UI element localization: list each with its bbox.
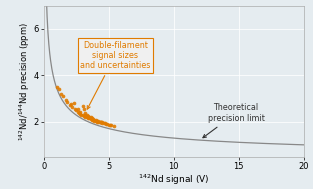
Point xyxy=(90,118,95,121)
Point xyxy=(104,122,109,125)
Point xyxy=(88,115,93,118)
Point xyxy=(74,109,79,112)
Text: Theoretical
precision limit: Theoretical precision limit xyxy=(203,103,264,138)
Point xyxy=(65,101,70,104)
Point xyxy=(64,98,69,101)
Point xyxy=(80,114,85,117)
Point xyxy=(102,122,107,125)
Point xyxy=(91,118,96,121)
Point xyxy=(96,120,101,123)
Point xyxy=(61,95,66,98)
Point xyxy=(97,120,102,123)
Point xyxy=(93,119,98,122)
Point xyxy=(78,110,83,113)
Point xyxy=(79,113,84,116)
Point xyxy=(111,125,116,128)
Point xyxy=(92,118,97,121)
Point xyxy=(78,112,83,115)
Point xyxy=(85,116,90,119)
Point xyxy=(88,118,93,121)
Point xyxy=(82,115,87,118)
Point xyxy=(83,115,88,118)
Point xyxy=(105,123,110,126)
Point xyxy=(91,119,96,122)
X-axis label: $^{142}$Nd signal (V): $^{142}$Nd signal (V) xyxy=(138,172,209,187)
Point xyxy=(76,111,81,114)
Point xyxy=(97,121,102,124)
Point xyxy=(75,108,80,111)
Point xyxy=(88,116,93,119)
Point xyxy=(92,119,97,122)
Point xyxy=(90,117,95,120)
Point xyxy=(95,120,100,123)
Point xyxy=(99,121,104,124)
Point xyxy=(87,116,92,119)
Point xyxy=(82,108,87,111)
Point xyxy=(57,88,62,91)
Point xyxy=(106,123,111,126)
Point xyxy=(83,112,88,115)
Point xyxy=(58,93,63,96)
Point xyxy=(96,119,101,122)
Point xyxy=(100,120,105,123)
Point xyxy=(108,123,113,126)
Point xyxy=(100,121,105,124)
Point xyxy=(80,104,85,107)
Point xyxy=(71,101,76,104)
Point xyxy=(84,116,89,119)
Point xyxy=(101,122,106,125)
Point xyxy=(70,105,75,108)
Point xyxy=(87,117,92,120)
Point xyxy=(84,113,89,116)
Point xyxy=(99,120,104,123)
Point xyxy=(83,113,88,116)
Point xyxy=(73,108,78,111)
Point xyxy=(67,103,72,106)
Point xyxy=(54,86,59,89)
Point xyxy=(75,110,80,113)
Point xyxy=(95,119,100,122)
Text: Double-filament
signal sizes
and uncertainties: Double-filament signal sizes and uncerta… xyxy=(80,41,151,109)
Point xyxy=(69,102,74,105)
Point xyxy=(93,119,98,122)
Point xyxy=(109,124,114,127)
Y-axis label: $^{142}$Nd/$^{144}$Nd precision (ppm): $^{142}$Nd/$^{144}$Nd precision (ppm) xyxy=(18,22,32,141)
Point xyxy=(85,115,90,118)
